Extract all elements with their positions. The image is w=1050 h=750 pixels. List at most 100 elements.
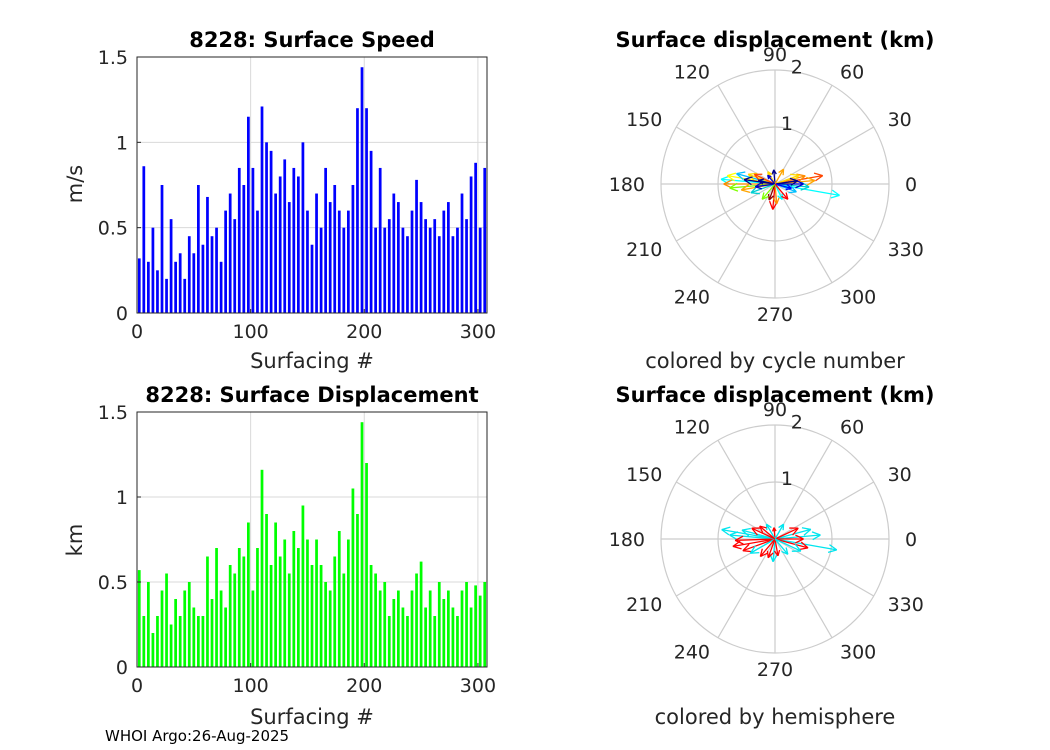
speed-xtick-label: 0 <box>131 321 143 343</box>
speed-xtick-label: 200 <box>346 321 382 343</box>
polar-cycle-angle-label: 150 <box>626 109 662 131</box>
speed-bar <box>456 227 459 313</box>
speed-bar <box>469 176 473 313</box>
polar-hemisphere-vector-head <box>759 525 764 533</box>
displacement-bar <box>187 582 191 667</box>
displacement-bar <box>460 590 464 667</box>
polar-cycle-vector-head <box>806 176 815 182</box>
displacement-bar <box>242 556 246 667</box>
polar-cycle-vector-head <box>772 197 778 205</box>
displacement-bar <box>237 548 241 667</box>
speed-bar <box>174 261 177 313</box>
polar-hemisphere-angle-label: 120 <box>674 416 710 438</box>
speed-bar <box>151 227 155 313</box>
polar-hemisphere-vector <box>765 523 776 540</box>
polar-hemisphere-vector-head <box>811 531 821 536</box>
displacement-xtick-label: 200 <box>346 675 382 697</box>
displacement-bar <box>201 616 205 667</box>
displacement-bar <box>301 505 305 667</box>
displacement-bar <box>274 522 277 667</box>
polar-cycle-vector-head <box>761 192 765 200</box>
speed-bar <box>328 202 332 313</box>
speed-bar <box>251 167 255 313</box>
displacement-bar <box>410 590 414 667</box>
polar-hemisphere-angle-label: 90 <box>763 399 787 421</box>
polar-cycle-vector <box>774 174 800 185</box>
displacement-bar <box>178 616 182 667</box>
displacement-ylabel: km <box>63 524 87 557</box>
polar-cycle-xlabel: colored by cycle number <box>645 349 905 373</box>
displacement-bar <box>147 582 150 667</box>
speed-bar <box>187 236 191 313</box>
polar-cycle-angle-label: 330 <box>888 239 924 261</box>
polar-hemisphere-vector-head <box>766 550 769 558</box>
displacement-bar <box>292 531 296 667</box>
displacement-bar <box>224 607 227 667</box>
polar-cycle-vector-head <box>757 179 764 185</box>
speed-bar <box>319 227 323 313</box>
speed-bar <box>342 227 346 313</box>
displacement-bar <box>315 539 318 667</box>
speed-bar <box>297 176 300 313</box>
speed-bar <box>260 106 264 314</box>
displacement-bar <box>247 522 250 667</box>
polar-hemisphere-vector-head <box>760 552 768 558</box>
displacement-bar <box>337 531 341 667</box>
speed-bar <box>219 261 223 313</box>
polar-hemisphere-vector-head <box>742 550 752 553</box>
polar-hemisphere-spoke <box>717 439 776 540</box>
speed-bar <box>287 202 291 313</box>
displacement-bar <box>297 548 300 667</box>
speed-bar <box>428 227 432 313</box>
polar-hemisphere-vector-head <box>795 534 804 540</box>
polar-hemisphere-spoke <box>774 538 833 639</box>
speed-bar <box>415 179 418 313</box>
polar-cycle-title: Surface displacement (km) <box>615 28 934 52</box>
polar-cycle-vector <box>774 183 789 200</box>
speed-bar <box>147 261 150 313</box>
displacement-bar <box>142 616 146 667</box>
polar-cycle-vector-head <box>777 195 783 201</box>
polar-cycle-vector-head <box>781 195 789 200</box>
polar-hemisphere-vector-head <box>795 538 804 544</box>
speed-bar <box>383 227 387 313</box>
speed-bar <box>378 167 382 313</box>
displacement-bar <box>437 582 441 667</box>
polar-hemisphere-vector <box>751 527 776 540</box>
speed-bar <box>224 210 227 313</box>
polar-cycle-angle-label: 30 <box>888 109 912 131</box>
polar-cycle-vector <box>774 183 840 197</box>
speed-bar <box>237 167 241 313</box>
footer-credit: WHOI Argo:26-Aug-2025 <box>105 727 289 745</box>
speed-bar <box>447 202 450 313</box>
polar-cycle-radius-label: 1 <box>781 113 793 135</box>
polar-hemisphere-vector <box>749 538 776 554</box>
displacement-bar <box>424 607 427 667</box>
polar-hemisphere-vector-head <box>742 543 750 552</box>
displacement-bar <box>265 514 268 667</box>
speed-bar <box>310 244 314 313</box>
displacement-bar <box>310 565 314 667</box>
polar-cycle-vector-head <box>727 172 737 177</box>
speed-bar <box>387 219 391 313</box>
polar-cycle-vector-head <box>790 185 797 193</box>
speed-bar <box>442 210 446 313</box>
polar-hemisphere-vector <box>774 538 837 551</box>
polar-cycle-vector-head <box>786 184 792 189</box>
speed-bar <box>324 167 327 313</box>
polar-hemisphere-vector-head <box>721 526 731 531</box>
speed-bar <box>169 219 173 313</box>
speed-bar <box>142 166 146 313</box>
displacement-bar <box>483 582 487 667</box>
speed-bar <box>351 185 355 313</box>
polar-hemisphere-spoke <box>717 538 776 639</box>
polar-hemisphere-angle-label: 30 <box>888 464 912 486</box>
speed-bar <box>215 227 218 313</box>
polar-hemisphere-vector-head <box>827 549 837 553</box>
polar-cycle-vector-head <box>736 171 746 175</box>
polar-cycle-angle-label: 210 <box>626 239 662 261</box>
displacement-bar <box>456 616 459 667</box>
polar-cycle-vector-head <box>753 173 760 181</box>
displacement-bar <box>465 582 468 667</box>
polar-hemisphere-vector-head <box>800 541 809 549</box>
